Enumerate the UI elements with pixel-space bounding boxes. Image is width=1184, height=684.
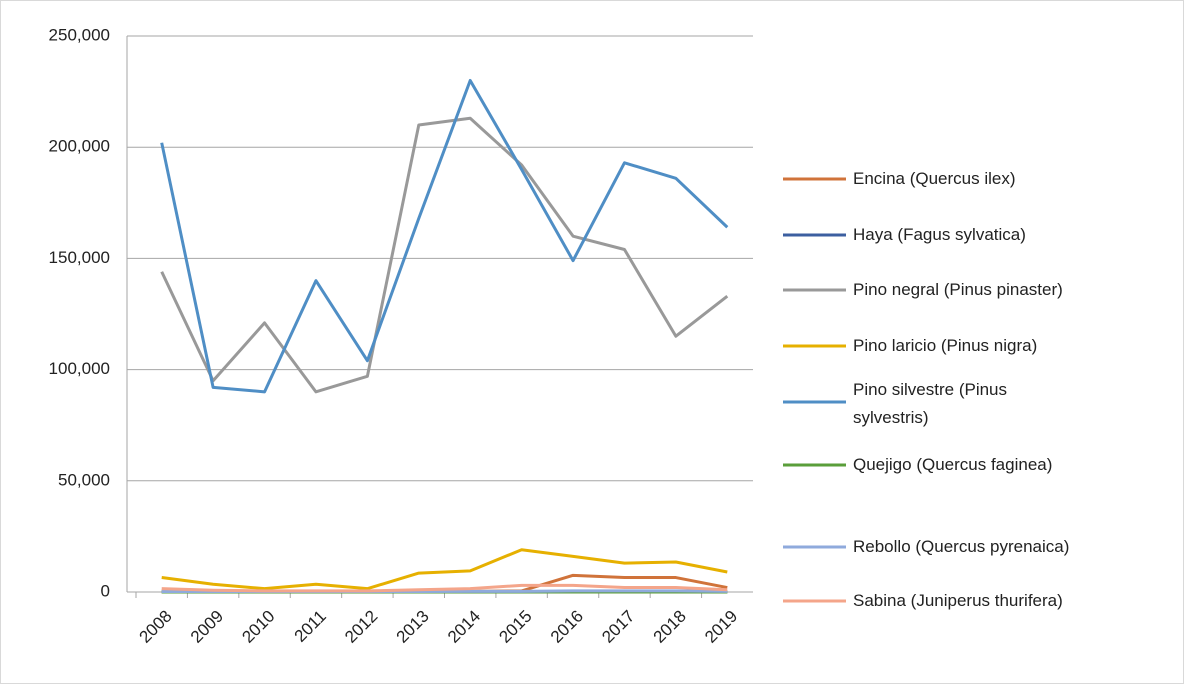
y-tick-label: 250,000 bbox=[49, 25, 110, 44]
legend-label: Encina (Quercus ilex) bbox=[853, 169, 1016, 188]
y-tick-label: 50,000 bbox=[58, 470, 110, 489]
series-line bbox=[160, 78, 729, 394]
legend-label: Pino negral (Pinus pinaster) bbox=[853, 280, 1063, 299]
x-tick-label: 2011 bbox=[291, 607, 330, 646]
x-tick-label: 2018 bbox=[650, 607, 690, 647]
x-tick-label: 2017 bbox=[598, 607, 638, 647]
x-tick-label: 2012 bbox=[341, 607, 381, 647]
x-tick-label: 2014 bbox=[444, 607, 484, 647]
x-tick-label: 2009 bbox=[187, 607, 227, 647]
legend-label: Pino silvestre (Pinus sylvestris) bbox=[853, 380, 1008, 427]
series-line bbox=[160, 116, 729, 394]
series-line bbox=[161, 548, 728, 591]
legend-label: Sabina (Juniperus thurifera) bbox=[853, 591, 1063, 610]
x-tick-label: 2008 bbox=[136, 607, 176, 647]
x-tick-label: 2016 bbox=[547, 607, 587, 647]
x-tick-label: 2013 bbox=[393, 607, 433, 647]
x-tick-label: 2010 bbox=[238, 607, 278, 647]
y-tick-label: 150,000 bbox=[49, 248, 110, 267]
x-tick-label: 2015 bbox=[495, 607, 535, 647]
y-tick-label: 0 bbox=[101, 581, 110, 600]
y-tick-label: 100,000 bbox=[49, 359, 110, 378]
legend-label: Pino laricio (Pinus nigra) bbox=[853, 336, 1038, 355]
legend-label: Quejigo (Quercus faginea) bbox=[853, 455, 1053, 474]
y-tick-label: 200,000 bbox=[49, 137, 110, 156]
x-tick-label: 2019 bbox=[701, 607, 741, 647]
series-line bbox=[161, 583, 728, 593]
legend-label: Haya (Fagus sylvatica) bbox=[853, 225, 1026, 244]
legend-label: Rebollo (Quercus pyrenaica) bbox=[853, 537, 1070, 556]
